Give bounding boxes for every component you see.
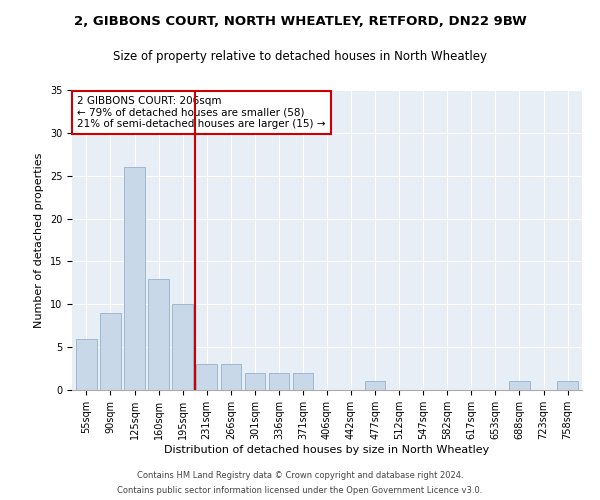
Bar [148,278,169,390]
Bar [293,373,313,390]
Text: Size of property relative to detached houses in North Wheatley: Size of property relative to detached ho… [113,50,487,63]
Bar [269,373,289,390]
Bar [509,382,530,390]
X-axis label: Distribution of detached houses by size in North Wheatley: Distribution of detached houses by size … [164,444,490,454]
Bar [124,167,145,390]
Bar [196,364,217,390]
Bar [100,313,121,390]
Bar [557,382,578,390]
Text: Contains public sector information licensed under the Open Government Licence v3: Contains public sector information licen… [118,486,482,495]
Bar [221,364,241,390]
Text: 2 GIBBONS COURT: 206sqm
← 79% of detached houses are smaller (58)
21% of semi-de: 2 GIBBONS COURT: 206sqm ← 79% of detache… [77,96,326,129]
Y-axis label: Number of detached properties: Number of detached properties [34,152,44,328]
Bar [76,338,97,390]
Text: Contains HM Land Registry data © Crown copyright and database right 2024.: Contains HM Land Registry data © Crown c… [137,471,463,480]
Bar [172,304,193,390]
Bar [365,382,385,390]
Bar [245,373,265,390]
Text: 2, GIBBONS COURT, NORTH WHEATLEY, RETFORD, DN22 9BW: 2, GIBBONS COURT, NORTH WHEATLEY, RETFOR… [74,15,526,28]
